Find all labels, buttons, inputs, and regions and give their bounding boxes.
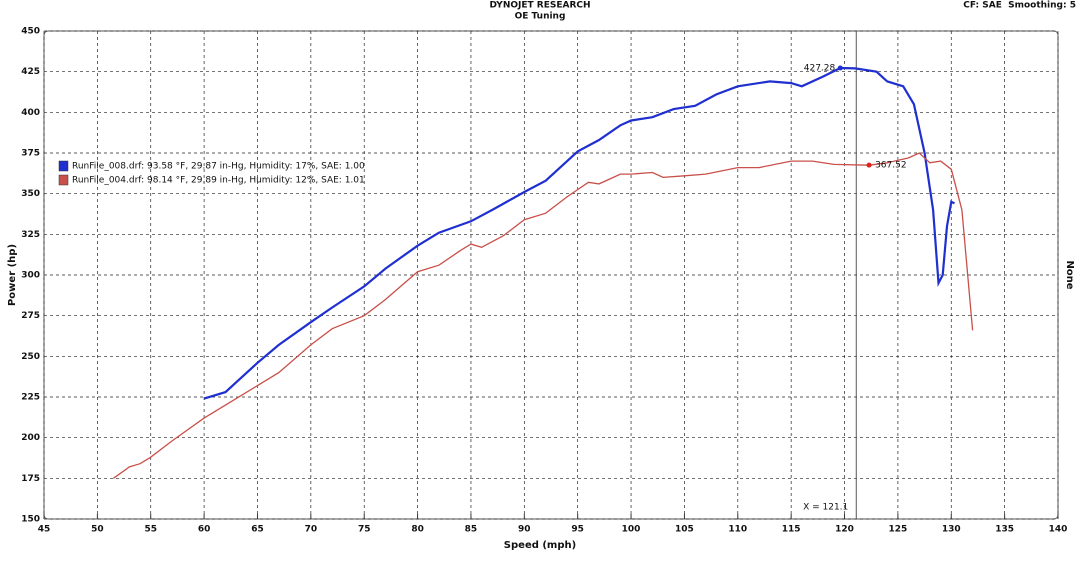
legend-swatch bbox=[58, 160, 69, 172]
y-tick-label: 275 bbox=[21, 311, 40, 321]
corner-note: CF: SAE Smoothing: 5 bbox=[963, 1, 1076, 11]
x-tick-label: 45 bbox=[38, 525, 51, 535]
x-tick-label: 130 bbox=[942, 525, 961, 535]
y-tick-label: 250 bbox=[21, 352, 40, 362]
x-tick-label: 55 bbox=[144, 525, 157, 535]
series-line bbox=[203, 66, 955, 400]
x-tick-label: 100 bbox=[622, 525, 641, 535]
x-tick-label: 65 bbox=[251, 525, 264, 535]
y-tick-label: 150 bbox=[21, 515, 40, 525]
y-tick-label: 400 bbox=[21, 108, 40, 118]
y-tick-label: 350 bbox=[21, 189, 40, 199]
x-tick-label: 80 bbox=[411, 525, 424, 535]
y-tick-label: 325 bbox=[21, 230, 40, 240]
y-tick-label: 425 bbox=[21, 67, 40, 77]
x-tick-label: 60 bbox=[198, 525, 211, 535]
chart-subtitle: OE Tuning bbox=[515, 12, 566, 22]
x-tick-label: 50 bbox=[91, 525, 104, 535]
legend-swatch bbox=[58, 174, 69, 186]
x-tick-label: 125 bbox=[888, 525, 907, 535]
legend-entry: RunFile_008.drf: 93.58 °F, 29.87 in-Hg, … bbox=[72, 162, 365, 172]
x-tick-label: 70 bbox=[305, 525, 318, 535]
y-axis-label: Power (hp) bbox=[7, 244, 18, 306]
x-tick-label: 75 bbox=[358, 525, 371, 535]
x-tick-label: 95 bbox=[571, 525, 584, 535]
y-tick-label: 450 bbox=[21, 27, 40, 37]
chart-title: DYNOJET RESEARCH bbox=[489, 1, 590, 11]
x-tick-label: 110 bbox=[728, 525, 747, 535]
y2-axis-label: None bbox=[1064, 260, 1075, 289]
y-tick-label: 175 bbox=[21, 474, 40, 484]
series-line bbox=[113, 152, 974, 479]
y-tick-label: 300 bbox=[21, 271, 40, 281]
x-tick-label: 135 bbox=[995, 525, 1014, 535]
y-tick-label: 200 bbox=[21, 433, 40, 443]
annotation-marker bbox=[866, 162, 872, 168]
cursor-label: X = 121.1 bbox=[803, 503, 848, 513]
x-axis-label: Speed (mph) bbox=[504, 540, 576, 551]
annotation-marker bbox=[837, 65, 843, 71]
annotation-label: 367.52 bbox=[875, 161, 907, 171]
x-tick-label: 115 bbox=[782, 525, 801, 535]
x-tick-label: 90 bbox=[518, 525, 531, 535]
legend-entry: RunFile_004.drf: 98.14 °F, 29.89 in-Hg, … bbox=[72, 176, 365, 186]
y-tick-label: 375 bbox=[21, 149, 40, 159]
x-tick-label: 105 bbox=[675, 525, 694, 535]
x-tick-label: 120 bbox=[835, 525, 854, 535]
x-tick-label: 85 bbox=[465, 525, 478, 535]
annotation-label: 427.28 bbox=[804, 63, 836, 73]
y-tick-label: 225 bbox=[21, 393, 40, 403]
x-tick-label: 140 bbox=[1049, 525, 1068, 535]
